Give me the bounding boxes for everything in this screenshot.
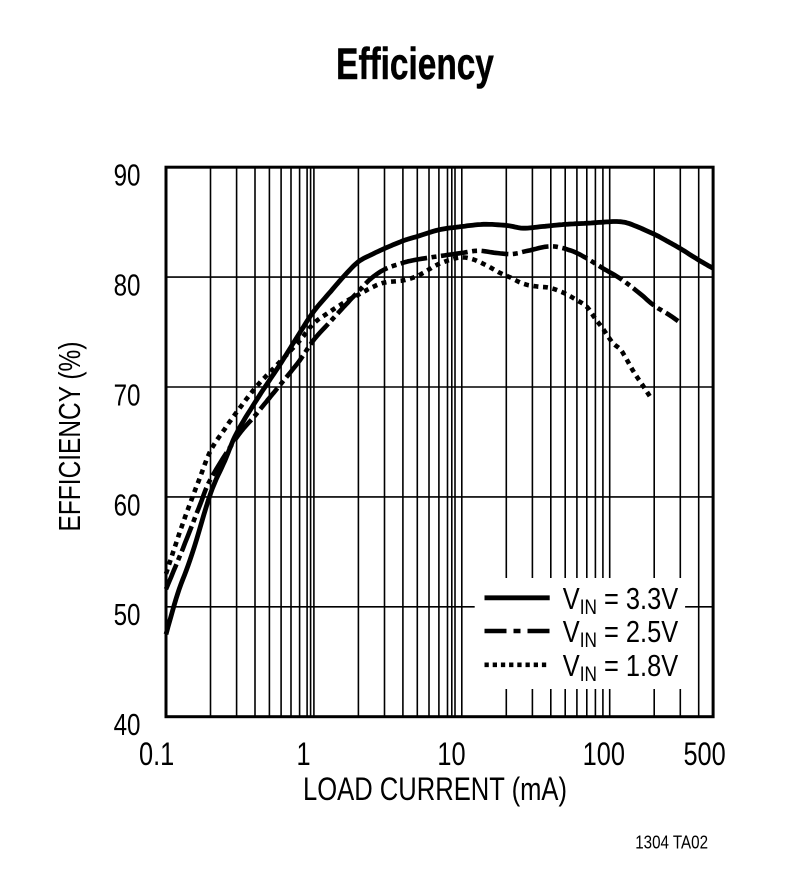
- svg-text:LOAD CURRENT (mA): LOAD CURRENT (mA): [303, 772, 567, 807]
- svg-text:EFFICIENCY (%): EFFICIENCY (%): [52, 342, 86, 532]
- svg-text:80: 80: [114, 268, 141, 303]
- svg-text:Efficiency: Efficiency: [336, 39, 494, 89]
- svg-text:100: 100: [583, 737, 625, 773]
- svg-text:70: 70: [114, 378, 141, 413]
- svg-text:10: 10: [437, 737, 465, 773]
- svg-text:50: 50: [114, 597, 141, 632]
- svg-text:500: 500: [683, 737, 725, 773]
- svg-text:VIN = 3.3V: VIN = 3.3V: [563, 582, 678, 620]
- svg-text:1: 1: [296, 737, 310, 773]
- svg-text:1304 TA02: 1304 TA02: [635, 832, 708, 853]
- svg-text:0.1: 0.1: [139, 737, 174, 773]
- svg-text:40: 40: [114, 707, 141, 742]
- svg-text:60: 60: [114, 487, 141, 522]
- svg-text:90: 90: [114, 158, 141, 193]
